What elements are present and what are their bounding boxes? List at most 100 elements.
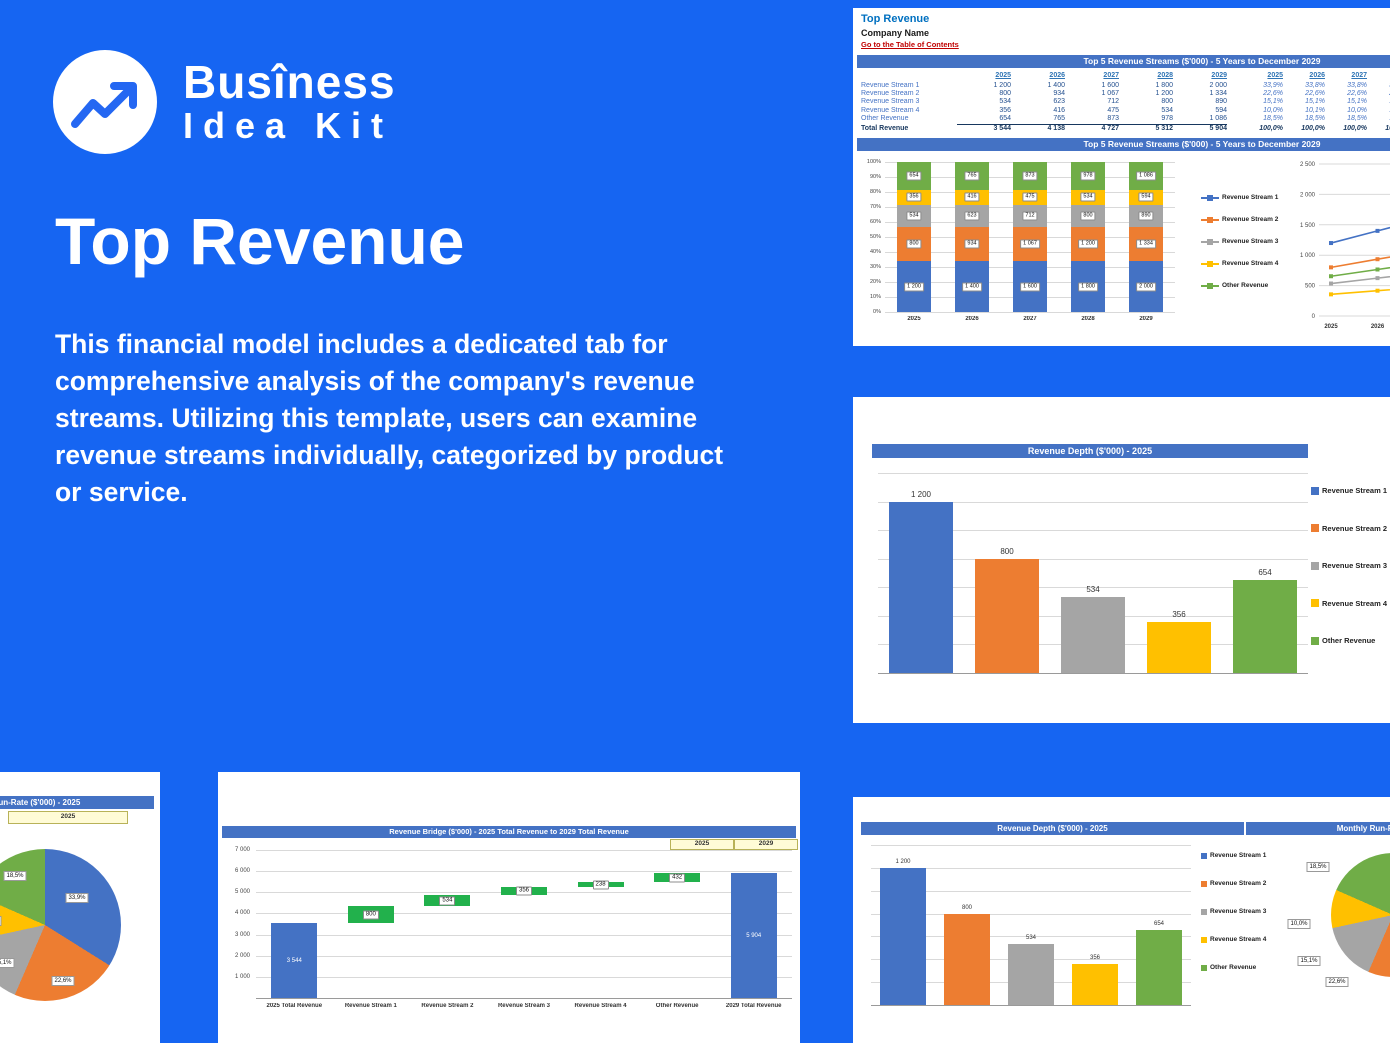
pie-slice-label: 15,1% xyxy=(0,958,15,968)
bar-value-label: 356 xyxy=(1172,610,1186,620)
grid-line xyxy=(256,934,792,936)
brand: Busîness Idea Kit xyxy=(53,50,396,154)
grid-line xyxy=(256,955,792,957)
svg-text:2025: 2025 xyxy=(1324,324,1338,330)
grid-line xyxy=(885,312,1175,313)
panel-depth-runrate: Revenue Depth ($'000) - 2025 Monthly Run… xyxy=(853,797,1390,1043)
y-axis-label: 60% xyxy=(869,219,881,225)
depth-chart: 1 200 800 534 356 654 xyxy=(853,461,1390,721)
pie-slice-label: 22,6% xyxy=(51,976,75,986)
x-axis-label: Revenue Stream 3 xyxy=(497,1003,550,1009)
year-selector-tab[interactable]: 2025 xyxy=(8,811,128,824)
segment-label: 765 xyxy=(964,171,980,181)
y-axis-label: 90% xyxy=(869,174,881,180)
table-header-bar: Top 5 Revenue Streams ($'000) - 5 Years … xyxy=(857,55,1390,68)
depth-bar xyxy=(975,558,1039,673)
x-axis-label: Other Revenue xyxy=(655,1003,699,1009)
toc-link[interactable]: Go to the Table of Contents xyxy=(861,40,959,49)
segment-label: 534 xyxy=(1080,192,1096,202)
x-axis xyxy=(256,998,792,999)
x-axis-label: 2025 xyxy=(907,316,921,322)
segment-label: 978 xyxy=(1080,171,1096,181)
bar-value-label: 654 xyxy=(1258,567,1272,577)
segment-label: 800 xyxy=(906,239,922,249)
bridge-bar xyxy=(271,923,318,998)
bridge-chart: 1 000 2 000 3 000 4 000 5 000 6 000 7 000 3 544… xyxy=(218,838,800,1043)
segment-label: 623 xyxy=(964,211,980,221)
legend-item: Revenue Stream 2 xyxy=(1201,216,1278,223)
depth-bar xyxy=(944,913,990,1005)
bar-value-label: 800 xyxy=(961,904,973,911)
bar-value-label: 432 xyxy=(669,873,686,883)
runrate-pie-2: 33,9%22,6%15,1%10,0%18,5% xyxy=(853,797,1390,1043)
grid-line xyxy=(256,871,792,873)
y-axis-label: 0% xyxy=(873,309,881,315)
brand-text: Busîness Idea Kit xyxy=(183,58,396,146)
y-axis-label: 10% xyxy=(869,294,881,300)
y-axis-label: 30% xyxy=(869,264,881,270)
brand-logo xyxy=(53,50,157,154)
depth-bar xyxy=(1072,964,1118,1005)
pie-slice-label: 10,0% xyxy=(1287,919,1311,929)
bridge-start-year-tab[interactable]: 2025 xyxy=(670,839,734,850)
table-row: Other Revenue 654 765 873 978 1 086 18,5% 18,5%… xyxy=(861,115,1390,123)
grid-line xyxy=(878,558,1308,560)
segment-label: 712 xyxy=(1022,211,1038,221)
legend-item: Other Revenue xyxy=(1201,282,1268,289)
stacked-chart-header: Top 5 Revenue Streams ($'000) - 5 Years … xyxy=(857,138,1390,151)
depth-bar xyxy=(1008,943,1054,1005)
depth-bar xyxy=(1233,579,1297,673)
segment-label: 654 xyxy=(906,171,922,181)
legend-marker xyxy=(1207,238,1213,245)
grid-line xyxy=(871,890,1191,892)
y-axis-label: 80% xyxy=(869,189,881,195)
legend-item: Revenue Stream 3 xyxy=(1201,238,1278,245)
bar-value-label: 534 xyxy=(1086,584,1100,594)
segment-label: 934 xyxy=(964,239,980,249)
panel-revenue-depth: Revenue Depth ($'000) - 2025 1 200 800 534… xyxy=(853,397,1390,723)
bar-value-label: 5 904 xyxy=(746,932,762,939)
panel-spreadsheet: Top Revenue Company Name Go to the Table… xyxy=(853,8,1390,346)
segment-label: 1 400 xyxy=(962,282,982,292)
table-row: Revenue Stream 4 356 416 475 534 594 10,0% 10,1… xyxy=(861,106,1390,114)
x-axis xyxy=(871,1005,1191,1006)
legend-marker xyxy=(1207,260,1213,267)
bridge-end-year-tab[interactable]: 2029 xyxy=(734,839,798,850)
x-axis-label: Revenue Stream 2 xyxy=(421,1003,474,1009)
bar-value-label: 534 xyxy=(439,896,456,905)
legend-item: Revenue Stream 1 xyxy=(1201,194,1278,201)
x-axis-label: 2025 Total Revenue xyxy=(266,1003,323,1009)
grid-line xyxy=(878,501,1308,503)
company-name: Company Name xyxy=(861,28,930,38)
grid-line xyxy=(871,913,1191,915)
pie-slice-label: 15,1% xyxy=(1297,956,1321,966)
segment-label: 594 xyxy=(1138,192,1154,202)
segment-label: 1 600 xyxy=(1020,282,1040,292)
legend-item: Revenue Stream 4 xyxy=(1201,260,1278,267)
segment-label: 1 200 xyxy=(904,282,924,292)
bar-value-label: 800 xyxy=(362,910,379,920)
segment-label: 873 xyxy=(1022,171,1038,181)
y-axis-label: 100% xyxy=(866,159,881,165)
grid-line xyxy=(878,587,1308,589)
panel-revenue-bridge: Revenue Bridge ($'000) - 2025 Total Reve… xyxy=(218,772,800,1043)
segment-label: 800 xyxy=(1080,211,1096,221)
svg-text:2 500: 2 500 xyxy=(1300,162,1316,168)
segment-label: 1 200 xyxy=(1078,239,1098,249)
bar-value-label: 1 200 xyxy=(895,858,911,865)
bar-value-label: 3 544 xyxy=(286,957,302,964)
pie-slice-label: 18,5% xyxy=(1306,862,1330,872)
segment-label: 2 000 xyxy=(1136,282,1156,292)
runrate-pie: 33,9% 22,6% 15,1% 10,0% 18,5% xyxy=(0,772,160,1043)
grid-line xyxy=(871,936,1191,938)
x-axis-label: 2029 xyxy=(1139,316,1153,322)
grid-line xyxy=(878,473,1308,474)
depth-chart-header-2: Revenue Depth ($'000) - 2025 xyxy=(861,822,1244,835)
bridge-bar xyxy=(730,873,777,998)
y-axis-label: 70% xyxy=(869,204,881,210)
year-header-row: 2025202620272028202920252026202720282029 xyxy=(995,72,1367,79)
bar-value-label: 534 xyxy=(1025,934,1037,941)
pie-chart xyxy=(1331,853,1390,977)
